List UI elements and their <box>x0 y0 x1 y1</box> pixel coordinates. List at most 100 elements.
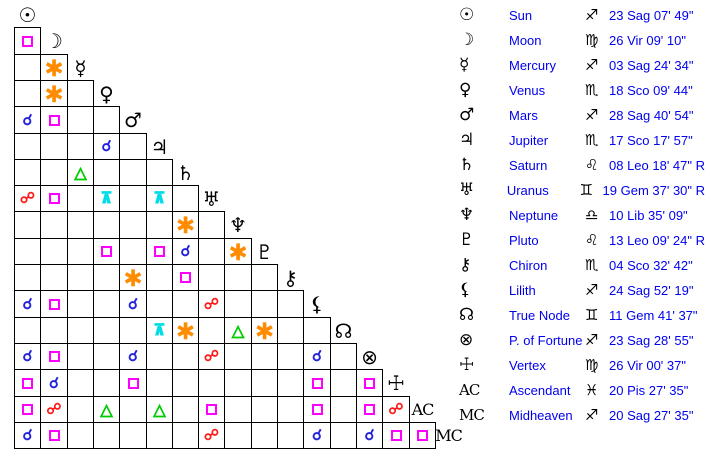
sign-icon: ♊ <box>579 181 594 199</box>
aspect-cell-mars-venus <box>93 106 120 134</box>
sign-icon: ♍ <box>585 31 599 49</box>
sign-icon: ♐ <box>585 331 599 349</box>
aspect-cell-ascendant-lilith <box>303 396 331 423</box>
aspect-cell-p-of-fortune-lilith: ☌ <box>303 343 331 370</box>
conjunction-aspect-icon: ☌ <box>22 426 33 444</box>
p-of-fortune-symbol-icon: ⊗ <box>459 330 474 350</box>
square-aspect-icon <box>364 404 375 415</box>
aspect-cell-ascendant-saturn <box>172 396 199 423</box>
square-aspect-icon <box>180 272 191 283</box>
lilith-symbol-icon: ⚸ <box>459 280 472 300</box>
sign-icon: ♐ <box>585 281 599 299</box>
sextile-aspect-icon: ∗ <box>43 52 65 83</box>
square-aspect-icon <box>417 430 428 441</box>
moon-symbol-icon: ☽ <box>459 30 475 50</box>
aspect-cell-uranus-venus: ⊼ <box>93 185 120 212</box>
point-position: 23 Sag 28' 55" <box>609 333 694 348</box>
aspect-cell-midheaven-saturn <box>172 422 199 449</box>
conjunction-aspect-icon: ☌ <box>101 137 112 155</box>
point-position: 10 Lib 35' 09" <box>609 208 688 223</box>
sign-icon: ♐ <box>585 406 599 424</box>
point-name: Sun <box>509 8 533 23</box>
ascendant-symbol-icon: AC <box>459 381 480 399</box>
aspect-cell-true-node-pluto: ∗ <box>251 317 278 344</box>
moon-glyph-icon: ☽ <box>45 29 63 53</box>
chiron-glyph-icon: ⚷ <box>283 265 298 290</box>
aspect-cell-mars-sun: ☌ <box>14 106 41 134</box>
sextile-aspect-icon: ∗ <box>253 315 276 346</box>
legend-row-true-node: ☊ True Node ♊ 11 Gem 41' 37" <box>455 303 705 328</box>
aspect-cell-chiron-mars: ∗ <box>119 264 147 291</box>
square-aspect-icon <box>48 298 60 310</box>
aspect-cell-p-of-fortune-mercury <box>67 343 94 370</box>
aspect-cell-ascendant-mars <box>119 396 147 423</box>
aspect-cell-true-node-chiron <box>277 317 304 344</box>
aspect-cell-midheaven-venus <box>93 422 120 449</box>
aspect-cell-neptune-mercury <box>67 211 94 239</box>
aspect-cell-vertex-chiron <box>277 369 304 397</box>
opposition-aspect-icon: ☍ <box>388 400 404 418</box>
conjunction-aspect-icon: ☌ <box>48 373 60 392</box>
legend-row-vertex: ☩ Vertex ♍ 26 Vir 00' 37" <box>455 353 705 378</box>
aspect-cell-pluto-mars <box>119 238 147 265</box>
aspect-cell-ascendant-moon: ☍ <box>40 396 68 423</box>
aspect-cell-vertex-saturn <box>172 369 199 397</box>
aspect-cell-lilith-pluto <box>251 290 278 318</box>
square-aspect-icon <box>127 377 139 389</box>
aspect-cell-jupiter-moon <box>40 133 68 160</box>
aspect-cell-venus-mercury <box>67 80 94 107</box>
aspect-cell-true-node-lilith <box>303 317 331 344</box>
sextile-aspect-icon: ∗ <box>174 315 197 346</box>
true-node-glyph-icon: ☊ <box>334 318 353 343</box>
midheaven-glyph-icon: MC <box>435 425 463 445</box>
quincunx-aspect-icon: ⊼ <box>100 189 113 207</box>
point-position: 13 Leo 09' 24" R <box>609 233 705 248</box>
conjunction-aspect-icon: ☌ <box>180 242 191 260</box>
sextile-aspect-icon: ∗ <box>174 210 197 240</box>
square-aspect-icon <box>48 193 60 204</box>
mercury-symbol-icon: ☿ <box>459 55 470 75</box>
aspect-cell-true-node-saturn: ∗ <box>172 317 199 344</box>
aspect-cell-vertex-neptune <box>224 369 252 397</box>
aspect-cell-chiron-saturn <box>172 264 199 291</box>
conjunction-aspect-icon: ☌ <box>364 426 375 444</box>
aspect-cell-midheaven-mars <box>119 422 147 449</box>
aspect-cell-mars-moon <box>40 106 68 134</box>
conjunction-aspect-icon: ☌ <box>127 347 139 365</box>
point-position: 20 Sag 27' 35" <box>609 408 694 423</box>
point-position: 11 Gem 41' 37" <box>609 308 698 323</box>
trine-aspect-icon: △ <box>231 320 245 340</box>
legend-row-jupiter: ♃ Jupiter ♏ 17 Sco 17' 57" <box>455 128 705 153</box>
aspect-cell-chiron-mercury <box>67 264 94 291</box>
aspect-cell-pluto-saturn: ☌ <box>172 238 199 265</box>
aspect-cell-ascendant-mercury <box>67 396 94 423</box>
aspect-cell-saturn-mercury: △ <box>67 159 94 186</box>
sun-glyph-icon: ☉ <box>18 2 37 27</box>
square-aspect-icon <box>390 430 402 441</box>
aspect-cell-midheaven-ascendant <box>409 422 436 449</box>
aspect-cell-vertex-p-of-fortune <box>356 369 383 397</box>
aspect-cell-lilith-sun: ☌ <box>14 290 41 318</box>
neptune-glyph-icon: ♆ <box>229 213 247 237</box>
aspect-cell-ascendant-true-node <box>330 396 357 423</box>
aspect-cell-p-of-fortune-neptune <box>224 343 252 370</box>
uranus-symbol-icon: ♅ <box>459 180 475 200</box>
aspect-cell-saturn-mars <box>119 159 147 186</box>
legend-row-venus: ♀ Venus ♏ 18 Sco 09' 44" <box>455 78 705 103</box>
aspect-cell-pluto-moon <box>40 238 68 265</box>
aspect-cell-chiron-moon <box>40 264 68 291</box>
legend-row-neptune: ♆ Neptune ♎ 10 Lib 35' 09" <box>455 203 705 228</box>
sign-icon: ♏ <box>585 81 599 99</box>
opposition-aspect-icon: ☍ <box>19 189 36 207</box>
aspect-cell-midheaven-sun: ☌ <box>14 422 41 449</box>
aspect-cell-p-of-fortune-sun: ☌ <box>14 343 41 370</box>
point-name: Midheaven <box>509 408 573 423</box>
aspect-cell-vertex-jupiter <box>146 369 173 397</box>
point-name: Mercury <box>509 58 556 73</box>
aspect-cell-vertex-mercury <box>67 369 94 397</box>
venus-symbol-icon: ♀ <box>459 80 472 100</box>
positions-legend: ☉ Sun ♐ 23 Sag 07' 49" ☽ Moon ♍ 26 Vir 09' 10" ☿… <box>455 3 705 428</box>
conjunction-aspect-icon: ☌ <box>22 110 33 129</box>
point-position: 24 Sag 52' 19" <box>609 283 694 298</box>
aspect-cell-ascendant-chiron <box>277 396 304 423</box>
